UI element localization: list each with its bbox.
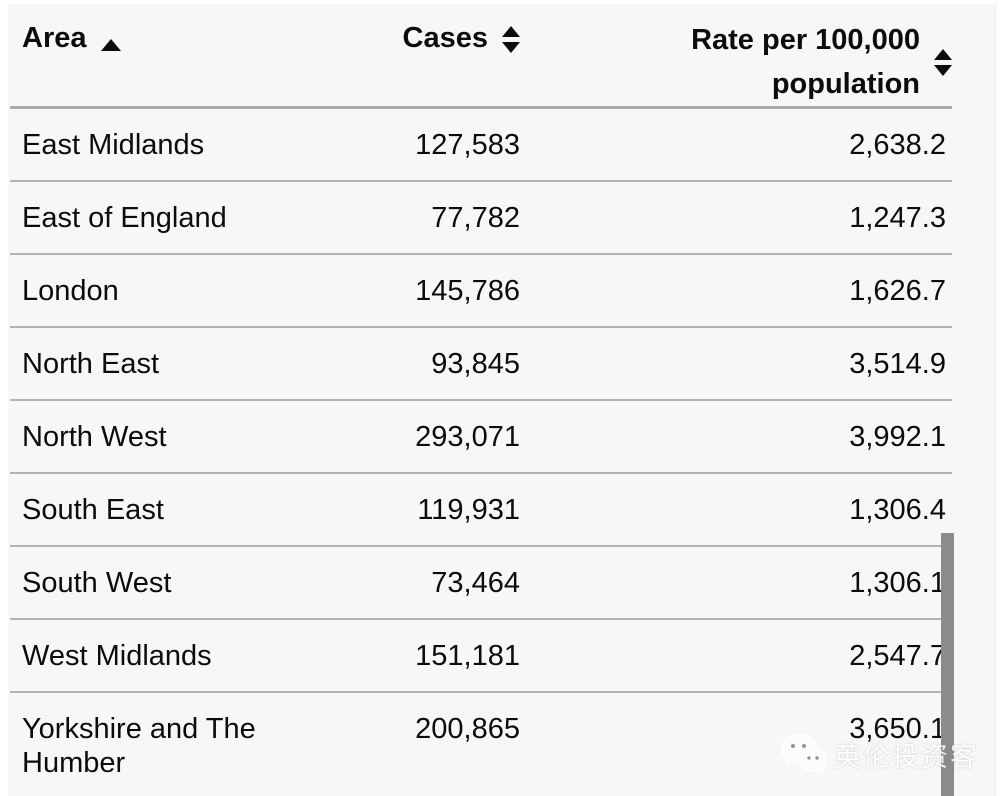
rate-cell: 3,992.1: [849, 421, 946, 453]
cases-cell: 73,464: [431, 567, 520, 599]
rate-cell: 1,626.7: [849, 275, 946, 307]
rate-cell: 2,547.7: [849, 640, 946, 672]
cases-cell: 151,181: [415, 640, 520, 672]
column-header-area: Area: [10, 18, 310, 58]
cases-cell: 293,071: [415, 421, 520, 453]
area-cell: East Midlands: [22, 129, 205, 161]
table-row: West Midlands 151,181 2,547.7: [10, 620, 952, 693]
sort-ascending-icon: [100, 39, 121, 51]
cases-cell: 145,786: [415, 275, 520, 307]
rate-cell: 1,247.3: [849, 202, 946, 234]
sort-both-directions-icon: [934, 48, 952, 76]
rate-cell: 3,650.1: [849, 713, 946, 745]
cases-cell: 127,583: [415, 129, 520, 161]
area-cell: North West: [22, 421, 167, 453]
table-row: Yorkshire and The Humber 200,865 3,650.1: [10, 693, 952, 796]
rate-cell: 2,638.2: [849, 129, 946, 161]
area-cell: East of England: [22, 202, 227, 234]
cases-cell: 93,845: [431, 348, 520, 380]
rate-cell: 1,306.4: [849, 494, 946, 526]
table-header-row: Area Cases Rate per 100,000 populat: [10, 4, 952, 109]
column-header-cases-label: Cases: [402, 22, 488, 54]
area-cell: South West: [22, 567, 172, 599]
rate-cell: 1,306.1: [849, 567, 946, 599]
data-table: Area Cases Rate per 100,000 populat: [10, 4, 952, 796]
column-header-rate-label: Rate per 100,000 population: [691, 24, 920, 100]
table-row: East of England 77,782 1,247.3: [10, 182, 952, 255]
table-panel: Area Cases Rate per 100,000 populat: [8, 4, 996, 796]
column-header-rate: Rate per 100,000 population: [520, 18, 952, 106]
cases-cell: 200,865: [415, 713, 520, 745]
sort-by-area-button[interactable]: Area: [22, 18, 121, 58]
sort-by-rate-button[interactable]: Rate per 100,000 population: [640, 18, 952, 106]
table-row: South West 73,464 1,306.1: [10, 547, 952, 620]
cases-cell: 77,782: [431, 202, 520, 234]
column-header-cases: Cases: [310, 18, 520, 58]
table-row: North West 293,071 3,992.1: [10, 401, 952, 474]
table-row: North East 93,845 3,514.9: [10, 328, 952, 401]
vertical-scrollbar-thumb[interactable]: [941, 533, 954, 796]
sort-both-directions-icon: [502, 26, 520, 53]
sort-by-cases-button[interactable]: Cases: [403, 18, 520, 58]
sort-up-arrow-icon: [934, 48, 952, 60]
table-row: East Midlands 127,583 2,638.2: [10, 109, 952, 182]
area-cell: North East: [22, 348, 159, 380]
table-row: South East 119,931 1,306.4: [10, 474, 952, 547]
table-row: London 145,786 1,626.7: [10, 255, 952, 328]
area-cell: London: [22, 275, 119, 307]
sort-down-arrow-icon: [502, 42, 520, 53]
column-header-area-label: Area: [22, 22, 87, 54]
area-cell: Yorkshire and The Humber: [22, 713, 256, 779]
cases-cell: 119,931: [417, 494, 520, 526]
sort-down-arrow-icon: [934, 64, 952, 76]
area-cell: West Midlands: [22, 640, 212, 672]
rate-cell: 3,514.9: [849, 348, 946, 380]
area-cell: South East: [22, 494, 164, 526]
sort-up-arrow-icon: [502, 26, 520, 37]
